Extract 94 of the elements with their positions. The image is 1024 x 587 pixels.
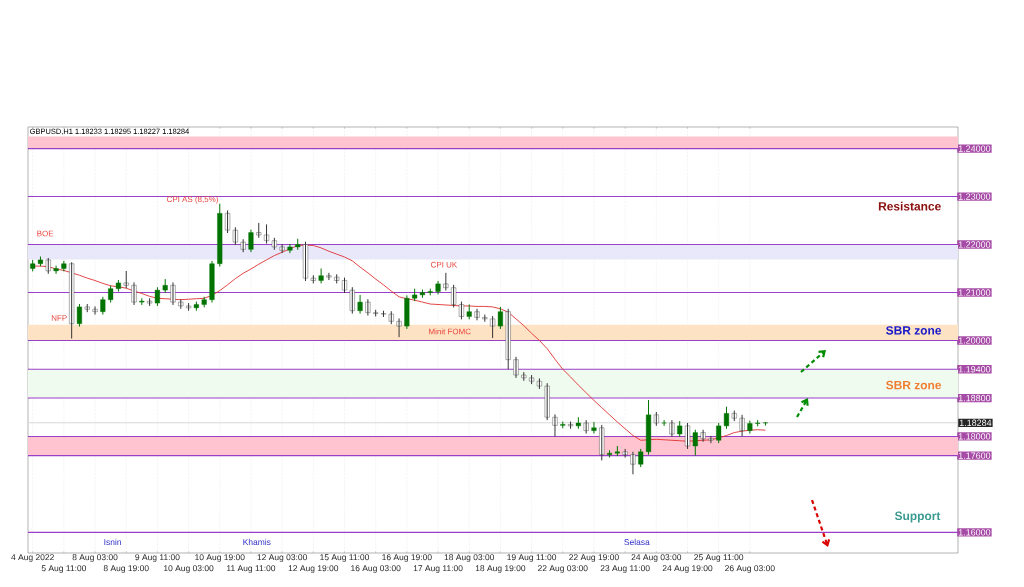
candlestick — [568, 421, 574, 430]
y-tick-label: 1.21000 — [958, 289, 991, 296]
candlestick — [193, 301, 199, 312]
x-tick-label: 12 Aug 19:00 — [288, 565, 339, 573]
candlestick — [76, 303, 82, 328]
candlestick — [396, 317, 402, 338]
candlestick — [661, 419, 667, 427]
candlestick — [490, 315, 496, 339]
candlestick — [100, 296, 106, 316]
candlestick — [318, 268, 324, 284]
x-tick-label: 24 Aug 03:00 — [631, 554, 682, 562]
candlestick — [731, 410, 737, 422]
x-tick-label: 17 Aug 11:00 — [413, 565, 463, 573]
y-tick-label: 1.20000 — [958, 337, 991, 344]
candlestick — [240, 238, 246, 253]
candlestick — [505, 308, 511, 370]
candlestick — [178, 298, 184, 310]
candlestick — [61, 260, 67, 272]
x-tick-label: 11 Aug 11:00 — [227, 565, 276, 573]
x-tick-label: 9 Aug 11:00 — [135, 554, 180, 562]
x-tick-label: 10 Aug 03:00 — [164, 565, 214, 573]
x-tick-label: 23 Aug 11:00 — [600, 565, 650, 573]
x-tick-label: 26 Aug 03:00 — [725, 565, 775, 573]
y-tick-label: 1.18000 — [958, 433, 991, 440]
y-tick-label: 1.18800 — [958, 394, 991, 402]
candlestick — [645, 399, 652, 456]
text: Resistance — [878, 201, 941, 211]
text: SBR zone — [886, 380, 942, 390]
x-tick-label: 22 Aug 03:00 — [538, 565, 588, 573]
y-tick-label: 1.19400 — [958, 366, 991, 373]
candlestick — [443, 272, 449, 292]
annotation: Isnin — [104, 538, 121, 546]
y-tick-label: 1.22000 — [958, 241, 991, 248]
annotation: Khamis — [243, 538, 271, 546]
text: SBR zone — [886, 326, 942, 335]
candlestick — [217, 203, 223, 268]
candlestick — [53, 265, 59, 275]
annotation: Selasa — [624, 538, 650, 546]
candlestick — [653, 411, 659, 427]
candlestick — [186, 302, 192, 312]
candlestick — [45, 257, 51, 275]
candlestick — [84, 303, 90, 313]
candlestick — [583, 419, 589, 435]
x-tick-label: 4 Aug 2022 — [11, 554, 54, 562]
candlestick — [669, 419, 675, 438]
x-tick-label: 18 Aug 03:00 — [444, 554, 495, 562]
candlestick — [638, 448, 644, 468]
x-tick-label: 22 Aug 19:00 — [569, 554, 619, 562]
candlestick — [388, 310, 394, 325]
candlestick — [147, 297, 153, 307]
candlestick — [334, 273, 340, 284]
y-tick-label: 1.23000 — [958, 193, 991, 200]
candlestick — [599, 424, 605, 461]
x-tick-label: 16 Aug 03:00 — [351, 565, 401, 573]
candlestick — [201, 296, 207, 308]
text: Support — [894, 511, 941, 523]
x-tick-label: 16 Aug 19:00 — [382, 554, 432, 562]
candlestick — [69, 261, 75, 340]
x-tick-label: 18 Aug 19:00 — [475, 565, 526, 573]
candlestick — [591, 421, 597, 435]
candlestick — [162, 278, 168, 294]
candlestick — [349, 286, 355, 315]
x-tick-label: 8 Aug 03:00 — [72, 554, 118, 562]
candlestick — [482, 314, 488, 323]
candlestick — [139, 297, 145, 306]
x-tick-label: 12 Aug 03:00 — [257, 554, 307, 562]
y-tick-label: 1.24000 — [958, 145, 991, 152]
candlestick — [575, 416, 581, 430]
x-tick-label: 8 Aug 19:00 — [103, 565, 149, 573]
y-tick-label: 1.16000 — [958, 529, 991, 536]
candlestick — [708, 435, 714, 444]
x-tick-label: 19 Aug 11:00 — [507, 554, 557, 562]
y-tick-label: 1.17600 — [958, 452, 991, 459]
candlestick — [326, 272, 332, 281]
x-tick-label: 25 Aug 11:00 — [694, 554, 744, 562]
x-tick-label: 5 Aug 11:00 — [41, 565, 87, 573]
candlestick — [279, 243, 285, 254]
candlestick — [544, 382, 550, 421]
candlestick — [521, 371, 527, 382]
candlestick — [466, 304, 472, 320]
x-tick-label: 10 Aug 19:00 — [195, 554, 245, 562]
ref-line-label: 1.18284 — [959, 419, 992, 426]
x-tick-label: 24 Aug 19:00 — [662, 565, 713, 573]
candlestick — [154, 286, 160, 307]
candlestick — [256, 222, 262, 239]
candlestick — [123, 270, 129, 289]
candlestick — [692, 429, 698, 457]
x-tick-label: 15 Aug 11:00 — [320, 554, 370, 562]
candlestick — [677, 420, 683, 438]
candlestick — [295, 238, 301, 251]
candlestick — [287, 243, 293, 254]
candlestick — [474, 308, 480, 321]
candlestick — [497, 306, 503, 330]
candlestick — [622, 448, 628, 459]
